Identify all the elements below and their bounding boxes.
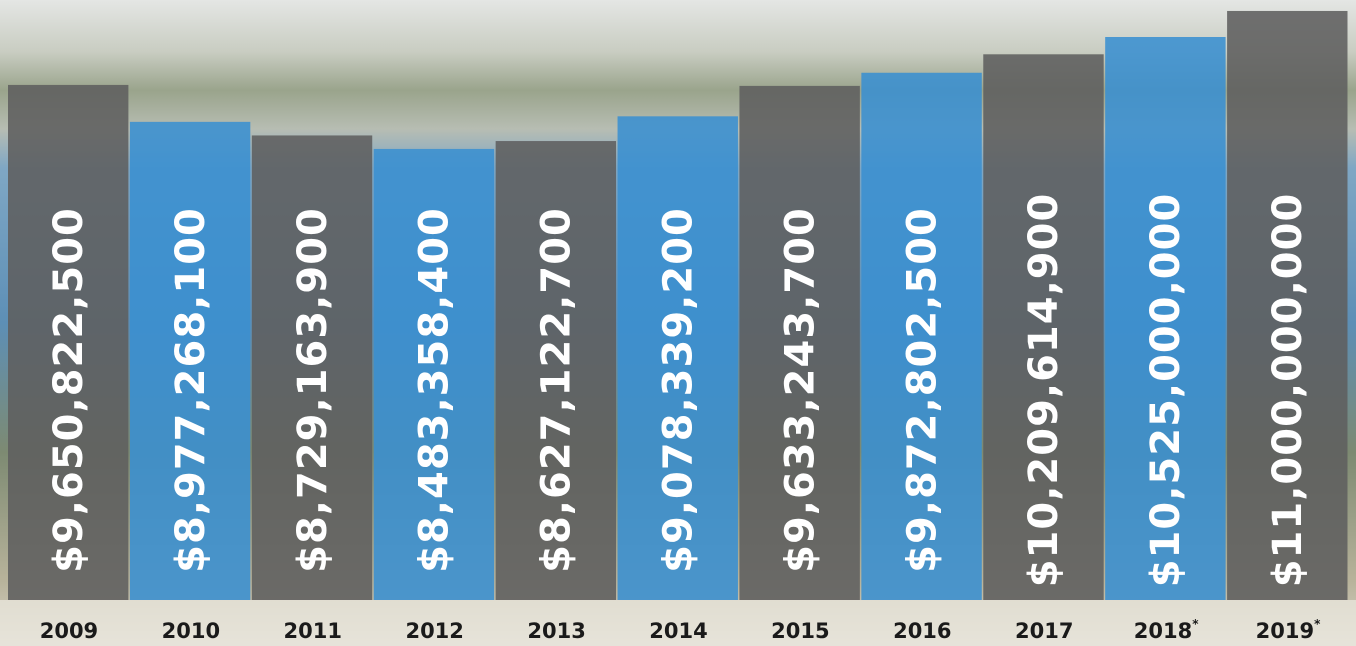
year-label: 2018* [1134,617,1199,644]
value-label: $10,525,000,000 [1143,193,1189,588]
value-label: $10,209,614,900 [1021,193,1067,588]
value-label: $8,483,358,400 [412,207,458,573]
infographic: $9,650,822,500 2009 $8,977,268,100 2010 $8,7… [0,0,1356,646]
year-label: 2012 [405,619,463,643]
value-label: $8,977,268,100 [168,207,214,573]
year-label: 2019* [1256,617,1321,644]
value-label: $8,729,163,900 [290,207,336,573]
year-label: 2014 [649,619,707,643]
year-label: 2011 [284,619,342,643]
value-label: $9,633,243,700 [777,207,823,573]
value-label: $8,627,122,700 [534,207,580,573]
year-label: 2010 [162,619,220,643]
value-label: $9,078,339,200 [656,207,702,573]
value-label: $9,650,822,500 [46,207,92,573]
year-label: 2016 [893,619,951,643]
chart: $9,650,822,500 2009 $8,977,268,100 2010 $8,7… [0,0,1356,646]
value-label: $9,872,802,500 [899,207,945,573]
year-label: 2013 [527,619,585,643]
year-label: 2017 [1015,619,1073,643]
year-label: 2015 [771,619,829,643]
year-label: 2009 [40,619,98,643]
value-label: $11,000,000,000 [1265,193,1311,588]
